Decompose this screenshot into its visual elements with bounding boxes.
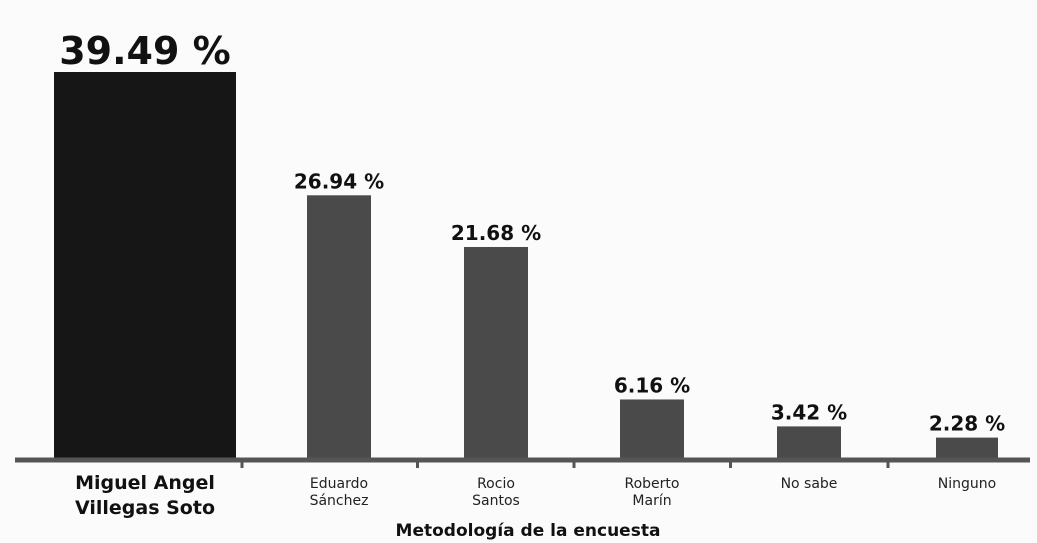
bar-5 <box>936 437 998 460</box>
category-label-line: Miguel Angel <box>75 472 215 494</box>
category-label-line: No sabe <box>781 476 838 492</box>
category-label-line: Santos <box>472 493 520 509</box>
bar-value-label-4: 3.42 % <box>771 400 847 424</box>
bar-value-label-3: 6.16 % <box>614 373 690 397</box>
category-label-1: Eduardo Sánchez <box>310 476 369 509</box>
bar-value-label-5: 2.28 % <box>929 412 1005 436</box>
category-label-line: Marín <box>632 493 671 509</box>
category-labels-group: Miguel Angel Villegas Soto Eduardo Sánchez R… <box>75 472 996 519</box>
bar-1 <box>307 195 371 460</box>
category-label-line: Sánchez <box>310 493 369 509</box>
bar-2 <box>464 246 528 460</box>
bar-4 <box>777 426 841 460</box>
category-label-0: Miguel Angel Villegas Soto <box>75 472 215 519</box>
category-label-line: Ninguno <box>938 476 996 492</box>
bar-value-label-0: 39.49 % <box>59 29 231 73</box>
category-label-line: Villegas Soto <box>75 497 215 519</box>
value-labels-group: 39.49 % 26.94 % 21.68 % 6.16 % 3.42 % 2.28 % <box>59 29 1005 436</box>
x-axis-ticks-group <box>240 460 890 468</box>
category-label-2: Rocio Santos <box>472 476 520 509</box>
category-label-line: Rocio <box>477 476 515 492</box>
category-label-line: Roberto <box>625 476 680 492</box>
x-axis-title: Metodología de la encuesta <box>396 521 661 541</box>
category-label-4: No sabe <box>781 476 838 492</box>
bar-value-label-1: 26.94 % <box>294 169 384 193</box>
bar-0 <box>54 72 236 460</box>
bar-value-label-2: 21.68 % <box>451 221 541 245</box>
category-label-3: Roberto Marín <box>625 476 680 509</box>
bars-group <box>54 72 998 460</box>
category-label-5: Ninguno <box>938 476 996 492</box>
bar-3 <box>620 399 684 460</box>
category-label-line: Eduardo <box>310 476 368 492</box>
